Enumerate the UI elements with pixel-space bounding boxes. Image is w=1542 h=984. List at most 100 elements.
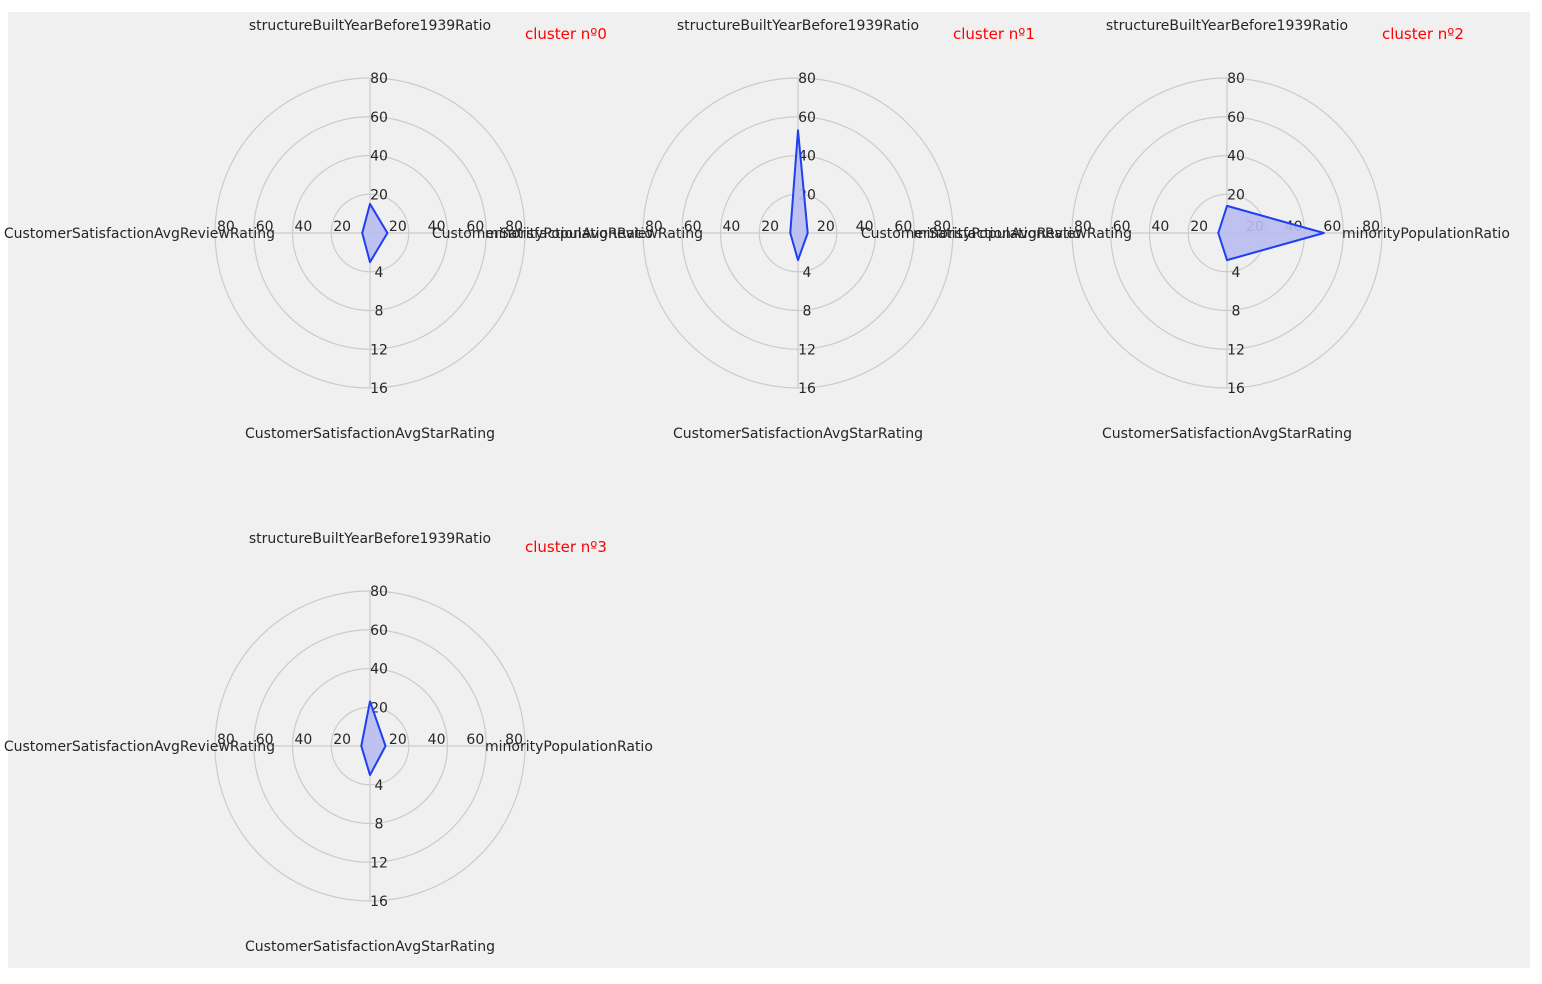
data-point-right <box>386 232 388 234</box>
tick-label-top: 80 <box>370 71 388 87</box>
cluster-title: cluster nº3 <box>525 538 607 556</box>
tick-label-right: 80 <box>505 219 523 235</box>
tick-label-left: 20 <box>333 219 351 235</box>
tick-label-bottom: 12 <box>798 342 816 358</box>
tick-label-top: 40 <box>370 662 388 678</box>
axis-label-left: CustomerSatisfactionAvgReviewRating <box>4 739 275 755</box>
tick-label-top: 20 <box>1227 187 1245 203</box>
data-point-top <box>369 700 371 702</box>
tick-label-top: 80 <box>1227 71 1245 87</box>
data-point-top <box>797 129 799 131</box>
tick-label-left: 40 <box>295 732 313 748</box>
radar-chart-cluster-2: 204060802040608048121620406080structureB… <box>861 18 1510 442</box>
data-point-top <box>369 203 371 205</box>
tick-label-bottom: 8 <box>1232 304 1241 320</box>
tick-label-top: 60 <box>370 110 388 126</box>
data-point-bottom <box>369 261 371 263</box>
tick-label-right: 40 <box>428 732 446 748</box>
axis-label-bottom: CustomerSatisfactionAvgStarRating <box>245 426 495 442</box>
axis-label-bottom: CustomerSatisfactionAvgStarRating <box>673 426 923 442</box>
tick-label-top: 40 <box>798 149 816 165</box>
tick-label-right: 80 <box>1362 219 1380 235</box>
tick-label-right: 20 <box>389 732 407 748</box>
axis-label-left: CustomerSatisfactionAvgReviewRating <box>861 226 1132 242</box>
data-point-left <box>361 232 363 234</box>
tick-label-bottom: 4 <box>375 778 384 794</box>
tick-label-left: 60 <box>256 732 274 748</box>
tick-label-bottom: 4 <box>803 265 812 281</box>
axis-label-right: minorityPopulationRatio <box>913 226 1081 242</box>
cluster-title: cluster nº2 <box>1382 25 1464 43</box>
tick-label-top: 60 <box>1227 110 1245 126</box>
tick-label-right: 60 <box>894 219 912 235</box>
tick-label-top: 20 <box>370 187 388 203</box>
tick-label-left: 80 <box>1074 219 1092 235</box>
tick-label-bottom: 4 <box>1232 265 1241 281</box>
tick-label-left: 60 <box>684 219 702 235</box>
tick-label-top: 80 <box>798 71 816 87</box>
data-point-bottom <box>797 259 799 261</box>
tick-label-left: 80 <box>217 219 235 235</box>
tick-label-bottom: 8 <box>803 304 812 320</box>
tick-label-left: 20 <box>761 219 779 235</box>
tick-label-right: 20 <box>817 219 835 235</box>
figure-background <box>8 12 1530 968</box>
tick-label-top: 40 <box>1227 149 1245 165</box>
axis-label-bottom: CustomerSatisfactionAvgStarRating <box>245 939 495 955</box>
data-point-left <box>1217 232 1219 234</box>
tick-label-top: 40 <box>370 149 388 165</box>
axis-label-top: structureBuiltYearBefore1939Ratio <box>249 531 491 547</box>
tick-label-left: 40 <box>723 219 741 235</box>
tick-label-bottom: 4 <box>375 265 384 281</box>
tick-label-left: 20 <box>333 732 351 748</box>
tick-label-left: 60 <box>1113 219 1131 235</box>
data-point-top <box>1226 205 1228 207</box>
axis-label-right: minorityPopulationRatio <box>485 739 653 755</box>
tick-label-right: 60 <box>1323 219 1341 235</box>
tick-label-left: 80 <box>645 219 663 235</box>
tick-label-right: 40 <box>856 219 874 235</box>
tick-label-left: 60 <box>256 219 274 235</box>
tick-label-bottom: 8 <box>375 817 384 833</box>
tick-label-left: 40 <box>1152 219 1170 235</box>
data-point-right <box>807 232 809 234</box>
tick-label-right: 60 <box>466 732 484 748</box>
tick-label-bottom: 12 <box>1227 342 1245 358</box>
tick-label-right: 20 <box>389 219 407 235</box>
tick-label-left: 40 <box>295 219 313 235</box>
axis-label-top: structureBuiltYearBefore1939Ratio <box>1106 18 1348 34</box>
data-point-left <box>789 232 791 234</box>
tick-label-bottom: 16 <box>798 381 816 397</box>
radar-chart-cluster-0: 20 40 60 80 20 40 60 80 4 8 12 16 20 40 60 80 structureB… <box>4 18 653 442</box>
data-point-right <box>1323 232 1325 234</box>
data-point-left <box>360 745 362 747</box>
tick-label-left: 20 <box>1190 219 1208 235</box>
tick-label-bottom: 12 <box>370 342 388 358</box>
axis-label-right: minorityPopulationRatio <box>485 226 653 242</box>
axis-label-bottom: CustomerSatisfactionAvgStarRating <box>1102 426 1352 442</box>
tick-label-bottom: 12 <box>370 855 388 871</box>
cluster-title: cluster nº0 <box>525 25 607 43</box>
tick-label-left: 80 <box>217 732 235 748</box>
axis-label-right: minorityPopulationRatio <box>1342 226 1510 242</box>
data-point-right <box>385 745 386 747</box>
tick-label-top: 60 <box>370 623 388 639</box>
tick-label-bottom: 16 <box>370 894 388 910</box>
tick-label-bottom: 16 <box>370 381 388 397</box>
tick-label-right: 80 <box>933 219 951 235</box>
axis-label-left: CustomerSatisfactionAvgReviewRating <box>432 226 703 242</box>
tick-label-top: 60 <box>798 110 816 126</box>
cluster-title: cluster nº1 <box>953 25 1035 43</box>
axis-label-left: CustomerSatisfactionAvgReviewRating <box>4 226 275 242</box>
tick-label-right: 40 <box>428 219 446 235</box>
axis-label-top: structureBuiltYearBefore1939Ratio <box>677 18 919 34</box>
data-point-bottom <box>369 774 371 776</box>
tick-label-bottom: 16 <box>1227 381 1245 397</box>
axis-label-top: structureBuiltYearBefore1939Ratio <box>249 18 491 34</box>
tick-label-bottom: 8 <box>375 304 384 320</box>
tick-label-right: 60 <box>466 219 484 235</box>
tick-label-right: 80 <box>505 732 523 748</box>
